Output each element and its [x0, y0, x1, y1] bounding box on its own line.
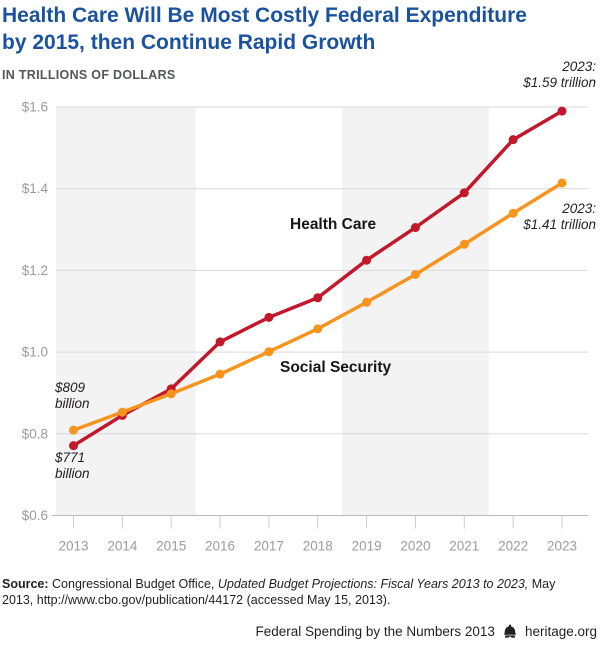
x-axis-label: 2013	[58, 539, 88, 554]
source-publication: Updated Budget Projections: Fiscal Years…	[217, 577, 529, 591]
y-axis-label: $1.0	[22, 345, 48, 360]
health-care-point	[264, 312, 274, 322]
social-security-point	[69, 425, 78, 435]
social-security-point	[557, 178, 567, 188]
source-label: Source:	[2, 577, 49, 591]
y-axis-label: $0.6	[22, 508, 48, 523]
health-care-point	[313, 293, 323, 303]
social-security-point	[459, 239, 469, 249]
social-security-point	[264, 347, 274, 357]
shaded-year-band	[56, 107, 196, 516]
health-care-point	[508, 135, 518, 145]
y-axis-label: $1.6	[22, 100, 48, 115]
health-care-point	[557, 106, 567, 116]
page-title: Health Care Will Be Most Costly Federal …	[2, 2, 527, 56]
x-axis-label: 2022	[498, 539, 528, 554]
annotation-socialsecurity-2013: $809 billion	[55, 380, 90, 411]
social-security-point	[166, 389, 176, 399]
footer-brand: Federal Spending by the Numbers 2013 her…	[256, 624, 597, 639]
heritage-site-label: heritage.org	[524, 624, 597, 639]
annotation-socialsecurity-2023: 2023: $1.41 trillion	[523, 201, 596, 232]
page-title-line2: by 2015, then Continue Rapid Growth	[2, 31, 376, 54]
x-axis-label: 2023	[547, 539, 577, 554]
source-text-before: Congressional Budget Office,	[48, 577, 218, 591]
x-axis-label: 2015	[156, 539, 186, 554]
social-security-point	[508, 208, 518, 218]
social-security-point	[117, 407, 127, 417]
x-axis-label: 2019	[352, 539, 382, 554]
shaded-year-band	[342, 107, 489, 516]
series-label-health-care: Health Care	[290, 216, 377, 233]
y-axis-label: $1.4	[22, 181, 49, 196]
x-axis-label: 2018	[303, 539, 333, 554]
health-care-point	[69, 441, 78, 451]
annotation-healthcare-2023: 2023: $1.59 trillion	[523, 59, 596, 90]
x-axis-label: 2017	[254, 539, 284, 554]
health-care-point	[459, 188, 469, 198]
social-security-point	[313, 324, 323, 334]
source-note: Source: Congressional Budget Office, Upd…	[2, 577, 564, 608]
source-text-after: May 2013, http://www.cbo.gov/publication…	[2, 577, 556, 607]
series-label-social-security: Social Security	[280, 359, 392, 376]
x-axis-label: 2016	[205, 539, 235, 554]
x-axis-label: 2021	[449, 539, 479, 554]
health-care-point	[410, 223, 420, 233]
liberty-bell-icon	[503, 624, 516, 638]
x-axis-label: 2014	[107, 539, 138, 554]
y-axis-label: $0.8	[22, 426, 48, 441]
social-security-point	[410, 269, 420, 279]
y-axis-label: $1.2	[22, 263, 48, 278]
health-care-point	[215, 337, 225, 347]
annotation-healthcare-2013: $771 billion	[55, 450, 90, 481]
social-security-point	[362, 297, 372, 307]
health-care-point	[362, 255, 372, 265]
x-axis-label: 2020	[400, 539, 430, 554]
units-label: IN TRILLIONS OF DOLLARS	[2, 68, 176, 82]
report-name: Federal Spending by the Numbers 2013	[255, 624, 495, 639]
page-title-line1: Health Care Will Be Most Costly Federal …	[2, 4, 527, 27]
social-security-point	[215, 369, 225, 379]
